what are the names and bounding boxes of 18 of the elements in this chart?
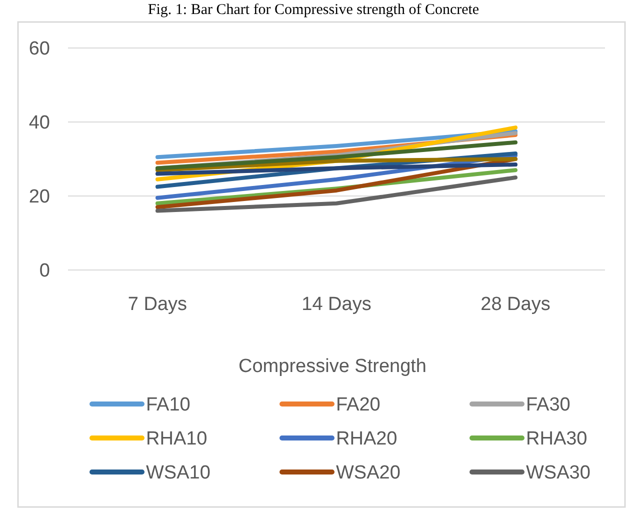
legend-label: RHA20: [336, 428, 398, 450]
x-tick-label: 28 Days: [480, 294, 550, 315]
legend-label: FA10: [146, 394, 190, 416]
legend-label: RHA10: [146, 428, 208, 450]
x-tick-label: 7 Days: [128, 294, 188, 315]
legend-label: WSA30: [526, 462, 590, 484]
y-tick-label: 0: [39, 260, 50, 282]
x-tick-label: 14 Days: [302, 294, 372, 315]
y-tick-label: 20: [28, 186, 50, 208]
legend-label: FA20: [336, 394, 380, 416]
y-tick-label: 60: [28, 38, 50, 60]
y-tick-label: 40: [28, 112, 50, 134]
legend-label: FA30: [526, 394, 570, 416]
legend-label: WSA20: [336, 462, 400, 484]
legend-label: WSA10: [146, 462, 210, 484]
chart-title: Fig. 1: Bar Chart for Compressive strength of Concrete: [148, 2, 480, 18]
x-axis-title: Compressive Strength: [238, 356, 426, 377]
legend-label: RHA30: [526, 428, 588, 450]
